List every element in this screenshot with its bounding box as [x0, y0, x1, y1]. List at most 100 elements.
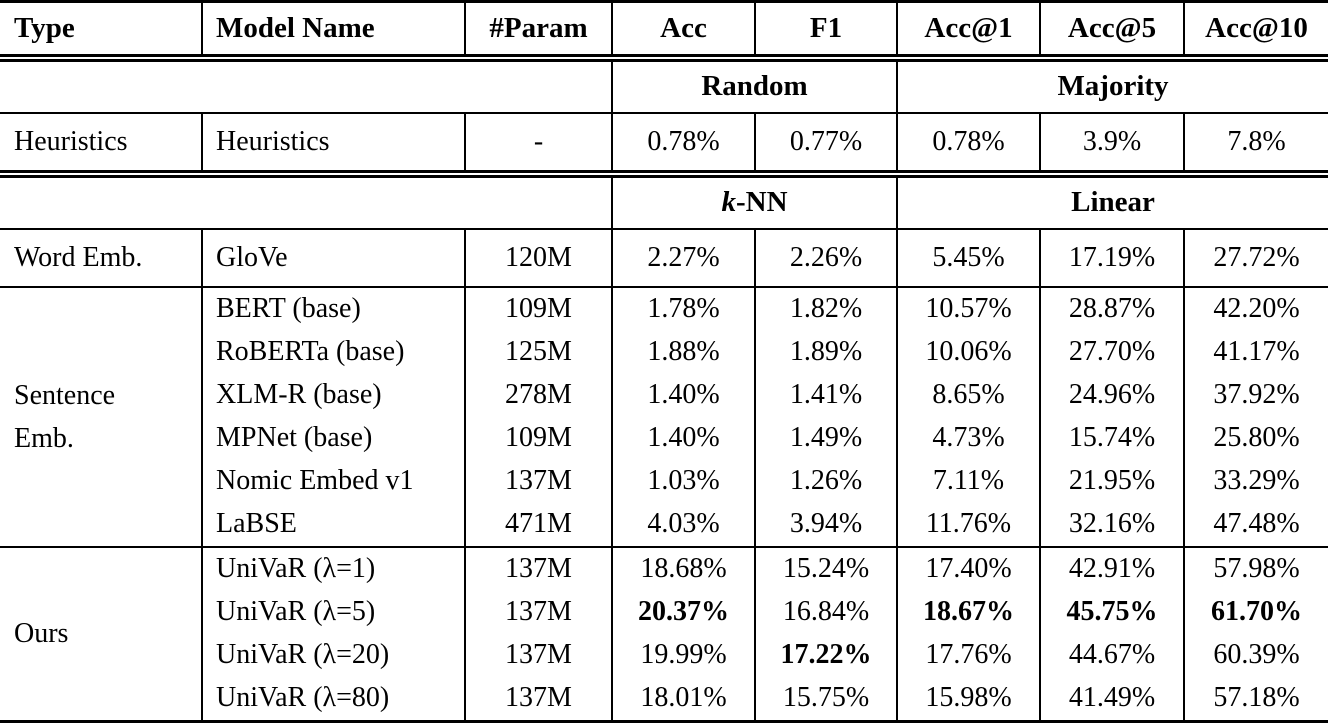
table-header-row: Type Model Name #Param Acc F1 Acc@1 Acc@… — [0, 1, 1328, 62]
cell-univar1-acc10: 57.98% — [1183, 547, 1328, 591]
cell-heuristics-f1: 0.77% — [754, 113, 897, 178]
table-row: UniVaR (λ=80) 137M 18.01% 15.75% 15.98% … — [0, 677, 1328, 722]
cell-xlmr-model: XLM-R (base) — [201, 374, 465, 417]
header-acc-at-10: Acc@10 — [1183, 1, 1328, 62]
group-header-majority: Majority — [896, 58, 1328, 114]
cell-heuristics-acc1: 0.78% — [896, 113, 1040, 178]
cell-heuristics-acc5: 3.9% — [1039, 113, 1184, 178]
table-row: Heuristics Heuristics - 0.78% 0.77% 0.78… — [0, 113, 1328, 178]
cell-univar20-model: UniVaR (λ=20) — [201, 634, 465, 677]
cell-xlmr-param: 278M — [464, 374, 612, 417]
cell-bert-f1: 1.82% — [754, 287, 897, 331]
cell-univar5-acc5: 45.75% — [1039, 591, 1184, 634]
cell-xlmr-acc5: 24.96% — [1039, 374, 1184, 417]
cell-nomic-acc1: 7.11% — [896, 460, 1040, 503]
cell-univar80-model: UniVaR (λ=80) — [201, 677, 465, 722]
cell-univar20-f1: 17.22% — [754, 634, 897, 677]
cell-roberta-acc: 1.88% — [611, 331, 755, 374]
cell-univar5-acc1: 18.67% — [896, 591, 1040, 634]
cell-labse-acc5: 32.16% — [1039, 503, 1184, 548]
cell-univar1-model: UniVaR (λ=1) — [201, 547, 465, 591]
cell-xlmr-acc1: 8.65% — [896, 374, 1040, 417]
cell-univar80-acc: 18.01% — [611, 677, 755, 722]
cell-sentence-emb-type: Sentence Emb. — [0, 287, 202, 548]
table-row: UniVaR (λ=20) 137M 19.99% 17.22% 17.76% … — [0, 634, 1328, 677]
cell-bert-acc1: 10.57% — [896, 287, 1040, 331]
cell-roberta-model: RoBERTa (base) — [201, 331, 465, 374]
cell-univar1-param: 137M — [464, 547, 612, 591]
cell-mpnet-acc1: 4.73% — [896, 417, 1040, 460]
table-row: LaBSE 471M 4.03% 3.94% 11.76% 32.16% 47.… — [0, 503, 1328, 548]
header-acc-at-5: Acc@5 — [1039, 1, 1184, 62]
cell-xlmr-acc10: 37.92% — [1183, 374, 1328, 417]
group-header-linear: Linear — [896, 174, 1328, 230]
cell-univar20-acc1: 17.76% — [896, 634, 1040, 677]
cell-univar20-acc: 19.99% — [611, 634, 755, 677]
cell-ours-type: Ours — [14, 617, 69, 649]
cell-nomic-acc10: 33.29% — [1183, 460, 1328, 503]
cell-heuristics-acc10: 7.8% — [1183, 113, 1328, 178]
cell-univar80-acc5: 41.49% — [1039, 677, 1184, 722]
header-param: #Param — [464, 1, 612, 62]
cell-mpnet-acc5: 15.74% — [1039, 417, 1184, 460]
cell-glove-acc5: 17.19% — [1039, 229, 1184, 288]
table-row: Ours UniVaR (λ=1) 137M 18.68% 15.24% 17.… — [0, 547, 1328, 649]
cell-mpnet-f1: 1.49% — [754, 417, 897, 460]
cell-heuristics-model: Heuristics — [201, 113, 465, 178]
cell-nomic-acc: 1.03% — [611, 460, 755, 503]
cell-nomic-param: 137M — [464, 460, 612, 503]
cell-roberta-acc1: 10.06% — [896, 331, 1040, 374]
group-header-spacer — [0, 174, 612, 230]
table-row: XLM-R (base) 278M 1.40% 1.41% 8.65% 24.9… — [0, 374, 1328, 417]
cell-univar20-acc5: 44.67% — [1039, 634, 1184, 677]
cell-labse-acc1: 11.76% — [896, 503, 1040, 548]
group-header-spacer — [0, 58, 612, 114]
cell-xlmr-acc: 1.40% — [611, 374, 755, 417]
header-acc-at-1: Acc@1 — [896, 1, 1040, 62]
knn-italic-k: k — [721, 186, 736, 219]
table-row: RoBERTa (base) 125M 1.88% 1.89% 10.06% 2… — [0, 331, 1328, 374]
header-f1: F1 — [754, 1, 897, 62]
header-type: Type — [0, 1, 202, 62]
cell-labse-model: LaBSE — [201, 503, 465, 548]
cell-univar1-f1: 15.24% — [754, 547, 897, 591]
cell-glove-type: Word Emb. — [0, 229, 202, 288]
cell-glove-model: GloVe — [201, 229, 465, 288]
group-header-row-probes: k-NN Linear — [0, 174, 1328, 230]
header-acc: Acc — [611, 1, 755, 62]
table-row: Sentence Emb. BERT (base) 109M 1.78% 1.8… — [0, 287, 1328, 548]
table-row: MPNet (base) 109M 1.40% 1.49% 4.73% 15.7… — [0, 417, 1328, 460]
cell-glove-acc10: 27.72% — [1183, 229, 1328, 288]
cell-mpnet-param: 109M — [464, 417, 612, 460]
cell-nomic-model: Nomic Embed v1 — [201, 460, 465, 503]
cell-labse-acc10: 47.48% — [1183, 503, 1328, 548]
cell-mpnet-model: MPNet (base) — [201, 417, 465, 460]
cell-nomic-acc5: 21.95% — [1039, 460, 1184, 503]
cell-glove-param: 120M — [464, 229, 612, 288]
cell-univar5-acc: 20.37% — [611, 591, 755, 634]
cell-univar80-acc1: 15.98% — [896, 677, 1040, 722]
cell-univar5-model: UniVaR (λ=5) — [201, 591, 465, 634]
cell-bert-acc5: 28.87% — [1039, 287, 1184, 331]
cell-roberta-param: 125M — [464, 331, 612, 374]
sentence-emb-label: Sentence Emb. — [14, 380, 116, 454]
cell-roberta-f1: 1.89% — [754, 331, 897, 374]
group-header-random: Random — [611, 58, 897, 114]
cell-univar1-acc: 18.68% — [611, 547, 755, 591]
cell-glove-acc: 2.27% — [611, 229, 755, 288]
cell-univar5-param: 137M — [464, 591, 612, 634]
cell-labse-param: 471M — [464, 503, 612, 548]
cell-univar80-param: 137M — [464, 677, 612, 722]
cell-heuristics-param: - — [464, 113, 612, 178]
cell-univar1-acc5: 42.91% — [1039, 547, 1184, 591]
group-header-row-baselines: Random Majority — [0, 58, 1328, 114]
table-row: Word Emb. GloVe 120M 2.27% 2.26% 5.45% 1… — [0, 229, 1328, 288]
header-model-name: Model Name — [201, 1, 465, 62]
table-row: Nomic Embed v1 137M 1.03% 1.26% 7.11% 21… — [0, 460, 1328, 503]
table-row: UniVaR (λ=5) 137M 20.37% 16.84% 18.67% 4… — [0, 591, 1328, 634]
cell-univar1-acc1: 17.40% — [896, 547, 1040, 591]
cell-roberta-acc10: 41.17% — [1183, 331, 1328, 374]
cell-heuristics-acc: 0.78% — [611, 113, 755, 178]
cell-heuristics-type: Heuristics — [0, 113, 202, 178]
